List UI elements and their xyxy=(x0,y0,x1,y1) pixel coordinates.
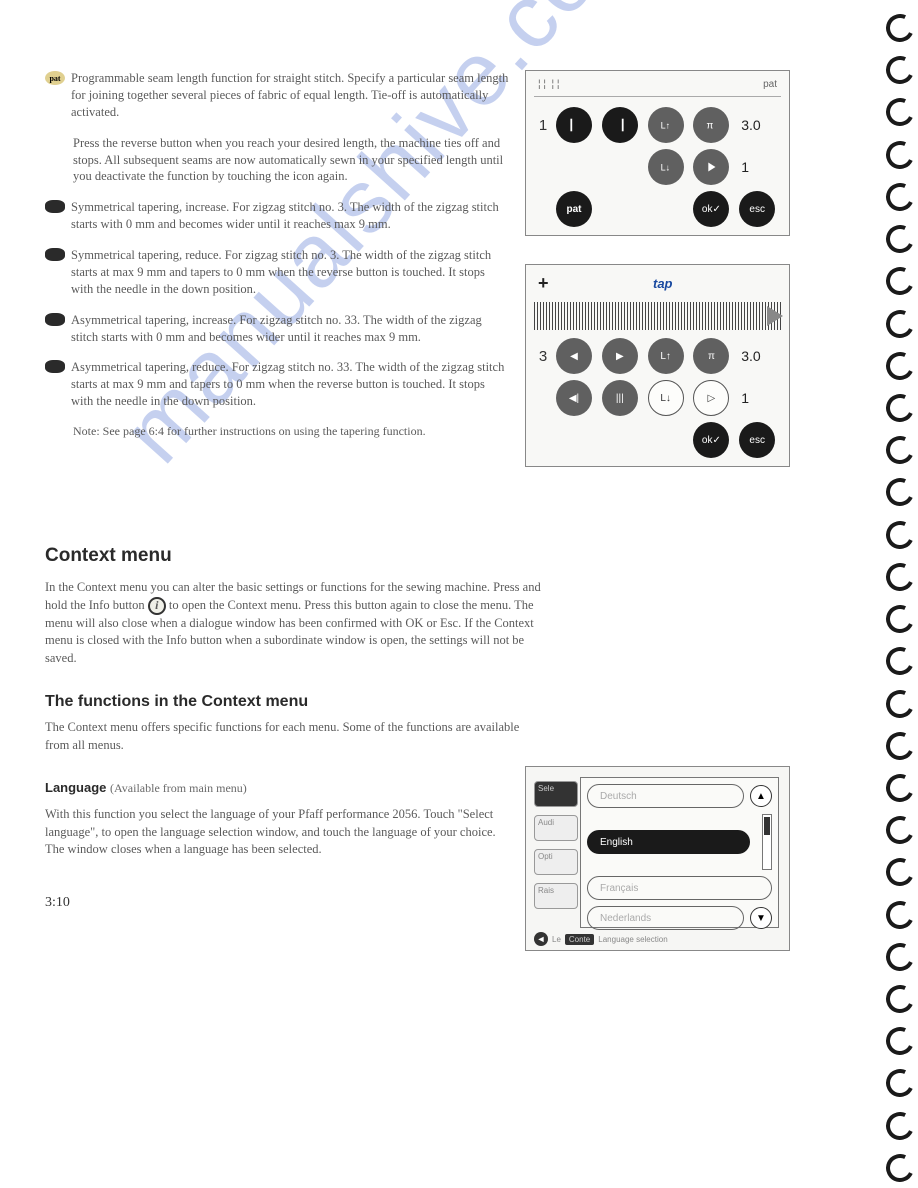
tapering-note: Note: See page 6:4 for further instructi… xyxy=(73,424,510,439)
scroll-up-button[interactable]: ▲ xyxy=(750,785,772,807)
taper-asym-red-icon xyxy=(45,360,65,373)
footer-le: Le xyxy=(552,935,561,944)
functions-body: The Context menu offers specific functio… xyxy=(45,719,545,754)
taper-sym-red-icon xyxy=(45,248,65,261)
lcd2-zigzag-preview xyxy=(534,302,781,330)
spiral-binding xyxy=(866,0,918,1188)
language-window: Deutsch ▲ English Français Nederlands ▼ xyxy=(580,777,779,928)
manual-page: pat Programmable seam length function fo… xyxy=(0,0,830,991)
back-tab-raise[interactable]: Rais xyxy=(534,883,578,909)
lcd1-btn-play[interactable] xyxy=(693,149,729,185)
taper-asym-inc-icon xyxy=(45,313,65,326)
scroll-track[interactable] xyxy=(762,814,772,870)
bullet-asym-red: Asymmetrical tapering, reduce. For zigza… xyxy=(45,359,510,410)
bullet-sym-red: Symmetrical tapering, reduce. For zigzag… xyxy=(45,247,510,298)
lcd1-btn-needle-left[interactable] xyxy=(556,107,592,143)
svg-text:π: π xyxy=(707,121,714,132)
footer-conte: Conte xyxy=(565,934,594,945)
footer-title: Language selection xyxy=(598,935,667,944)
lcd1-value: 3.0 xyxy=(739,117,781,133)
context-menu-heading: Context menu xyxy=(45,545,790,567)
svg-text:L↑: L↑ xyxy=(660,121,670,131)
back-tab-audio[interactable]: Audi xyxy=(534,815,578,841)
lcd-panel-pat: ¦ ¦ ¦ ¦ pat 1 L↑ π 3.0 L↓ 1 pat xyxy=(525,70,790,236)
lcd1-btn-pat[interactable]: pat xyxy=(556,191,592,227)
bullet-sym-red-text: Symmetrical tapering, reduce. For zigzag… xyxy=(71,247,510,298)
language-availability: (Available from main menu) xyxy=(110,781,247,795)
language-body: With this function you select the langua… xyxy=(45,806,510,859)
lcd2-btn-mirror[interactable]: ▷ xyxy=(693,380,729,416)
lcd2-value: 3.0 xyxy=(739,348,781,364)
lcd1-btn-length-up[interactable]: L↑ xyxy=(648,107,684,143)
lcd2-row-num: 3 xyxy=(534,348,552,365)
lang-option-nederlands[interactable]: Nederlands xyxy=(587,906,744,930)
lcd2-btn-width-dec[interactable]: ◀ xyxy=(556,338,592,374)
info-icon: i xyxy=(148,597,166,615)
lang-option-francais[interactable]: Français xyxy=(587,876,772,900)
lcd2-btn-taper-b[interactable]: ||| xyxy=(602,380,638,416)
lang-option-deutsch[interactable]: Deutsch xyxy=(587,784,744,808)
back-tab-select[interactable]: Sele xyxy=(534,781,578,807)
taper-sym-inc-icon xyxy=(45,200,65,213)
back-arrow-icon[interactable]: ◄ xyxy=(534,932,548,946)
lang-option-english[interactable]: English xyxy=(587,830,750,854)
lcd2-btn-density[interactable]: π xyxy=(693,338,729,374)
lcd2-btn-length-up[interactable]: L↑ xyxy=(648,338,684,374)
lcd1-btn-needle-right[interactable] xyxy=(602,107,638,143)
lcd2-btn-taper-a[interactable]: ◀| xyxy=(556,380,592,416)
lcd1-stitch-icon: ¦ ¦ ¦ ¦ xyxy=(538,79,560,90)
pat-icon: pat xyxy=(45,71,65,85)
bullet-sym-inc-text: Symmetrical tapering, increase. For zigz… xyxy=(71,199,510,233)
lcd1-btn-esc[interactable]: esc xyxy=(739,191,775,227)
bullet-pat-text: Programmable seam length function for st… xyxy=(71,70,510,121)
lang-panel-footer: ◄ Le Conte Language selection xyxy=(534,932,781,946)
page-number: 3:10 xyxy=(45,895,70,911)
context-menu-body: In the Context menu you can alter the ba… xyxy=(45,579,545,667)
back-tab-options[interactable]: Opti xyxy=(534,849,578,875)
bullet-asym-inc: Asymmetrical tapering, increase. For zig… xyxy=(45,312,510,346)
bullet-pat: pat Programmable seam length function fo… xyxy=(45,70,510,121)
functions-heading: The functions in the Context menu xyxy=(45,693,790,711)
lcd1-value2: 1 xyxy=(739,159,781,175)
lcd2-mode-label: tap xyxy=(653,276,673,291)
lcd1-btn-ok[interactable]: ok✓ xyxy=(693,191,729,227)
lcd2-plus-icon: + xyxy=(538,273,549,294)
lcd2-value2: 1 xyxy=(739,390,781,406)
bullet-sym-inc: Symmetrical tapering, increase. For zigz… xyxy=(45,199,510,233)
lcd2-btn-ok[interactable]: ok✓ xyxy=(693,422,729,458)
lcd1-row-num: 1 xyxy=(534,117,552,134)
scroll-down-button[interactable]: ▼ xyxy=(750,907,772,929)
lcd1-mode-label: pat xyxy=(763,79,777,90)
lcd1-btn-density[interactable]: π xyxy=(693,107,729,143)
language-selection-panel: Sele Audi Opti Rais Deutsch ▲ English Fr… xyxy=(525,766,790,951)
language-label: Language (Available from main menu) xyxy=(45,780,510,796)
lcd-panel-tap: + tap 3 ◀ ▶ L↑ π 3.0 ◀| ||| L↓ ▷ xyxy=(525,264,790,467)
bullet-asym-red-text: Asymmetrical tapering, reduce. For zigza… xyxy=(71,359,510,410)
bullet-asym-inc-text: Asymmetrical tapering, increase. For zig… xyxy=(71,312,510,346)
svg-text:L↓: L↓ xyxy=(660,163,670,173)
lcd2-btn-width-inc[interactable]: ▶ xyxy=(602,338,638,374)
lcd1-btn-length-down[interactable]: L↓ xyxy=(648,149,684,185)
lcd2-btn-length-down[interactable]: L↓ xyxy=(648,380,684,416)
bullet-pat-sub: Press the reverse button when you reach … xyxy=(73,135,510,186)
lcd2-btn-esc[interactable]: esc xyxy=(739,422,775,458)
